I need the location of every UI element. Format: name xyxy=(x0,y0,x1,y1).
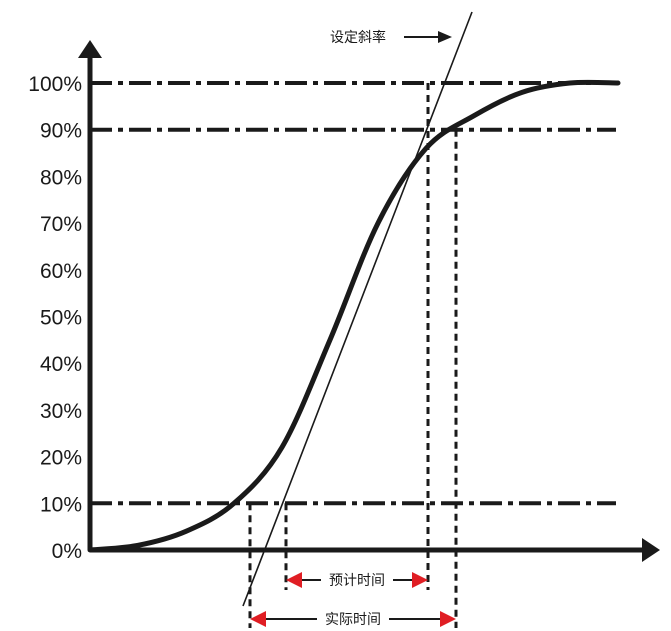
y-axis-arrow xyxy=(78,40,102,58)
estimated-time-right-arrowhead xyxy=(412,572,428,588)
slope-line xyxy=(242,11,473,607)
y-tick-label: 50% xyxy=(40,307,82,330)
y-tick-label: 20% xyxy=(40,447,82,470)
y-tick-label: 90% xyxy=(40,120,82,143)
reference-lines xyxy=(90,81,616,506)
actual-time-label: 实际时间 xyxy=(325,612,381,628)
axes xyxy=(78,40,660,562)
y-tick-label: 10% xyxy=(40,493,82,516)
response-curve xyxy=(87,11,621,607)
series-line xyxy=(87,79,621,553)
y-tick-label: 0% xyxy=(52,540,82,563)
slope-label-arrowhead xyxy=(438,31,452,43)
y-tick-label: 70% xyxy=(40,213,82,236)
y-tick-label: 80% xyxy=(40,166,82,189)
y-tick-label: 60% xyxy=(40,260,82,283)
x-axis-arrow xyxy=(642,538,660,562)
estimated-time-left-arrowhead xyxy=(286,572,302,588)
y-tick-label: 30% xyxy=(40,400,82,423)
slope-label: 设定斜率 xyxy=(330,29,386,46)
dashed-drop-lines xyxy=(248,83,458,628)
actual-time-left-arrowhead xyxy=(250,611,266,627)
estimated-time-label: 预计时间 xyxy=(329,573,385,589)
actual-time-right-arrowhead xyxy=(440,611,456,627)
y-tick-label: 40% xyxy=(40,353,82,376)
y-tick-labels: 0% 10% 20% 30% 40% 50% 60% 70% 80% 90% 100% xyxy=(28,73,82,563)
y-tick-label: 100% xyxy=(28,73,82,96)
